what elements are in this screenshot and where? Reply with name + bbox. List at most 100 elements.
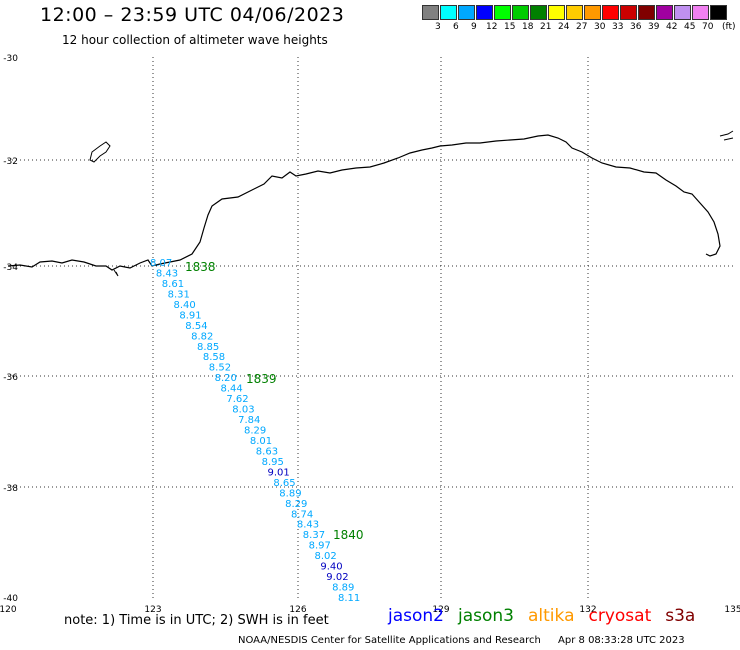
lon-label: 132 — [579, 605, 596, 615]
island-outline — [719, 130, 734, 141]
wave-height-value: 9.02 — [326, 572, 348, 583]
lat-label: -34 — [3, 263, 18, 273]
wave-height-value: 8.43 — [297, 520, 319, 531]
map-frame — [8, 57, 733, 600]
legend-swatch — [692, 5, 709, 20]
satellite-name: jason3 — [458, 606, 514, 626]
map-subtitle: 12 hour collection of altimeter wave hei… — [62, 33, 328, 47]
map-title: 12:00 – 23:59 UTC 04/06/2023 — [40, 4, 345, 26]
wave-height-value: 9.40 — [320, 562, 342, 573]
wave-height-value: 8.61 — [162, 279, 184, 290]
legend-swatch — [530, 5, 547, 20]
legend-label: 21 — [540, 22, 552, 32]
wave-height-value: 8.91 — [179, 310, 201, 321]
pass-number-label: 1838 — [185, 260, 216, 274]
legend-unit: (ft) — [722, 22, 736, 32]
legend-label: 6 — [453, 22, 459, 32]
wave-height-value: 8.11 — [338, 593, 360, 604]
lon-label: 120 — [0, 605, 17, 615]
cape-outline — [113, 269, 119, 277]
legend-swatch — [512, 5, 529, 20]
legend-swatch — [422, 5, 439, 20]
lon-label: 123 — [144, 605, 161, 615]
legend-label: 70 — [702, 22, 714, 32]
wave-height-value: 8.74 — [291, 509, 313, 520]
mainland-coast — [7, 134, 721, 271]
wave-height-value: 8.89 — [332, 583, 354, 594]
legend-label: 18 — [522, 22, 534, 32]
lon-label: 126 — [289, 605, 306, 615]
satellite-name: jason2 — [388, 606, 444, 626]
legend-label: 33 — [612, 22, 624, 32]
wave-height-value: 8.03 — [232, 405, 254, 416]
legend-swatch — [710, 5, 727, 20]
wave-height-value: 8.65 — [273, 478, 295, 489]
legend-label: 15 — [504, 22, 516, 32]
wave-height-value: 8.07 — [150, 258, 172, 269]
wave-height-value: 8.29 — [285, 499, 307, 510]
satellite-track: 8.078.438.618.318.408.918.548.828.858.58… — [150, 258, 364, 604]
wave-height-value: 8.97 — [309, 541, 331, 552]
legend-swatch — [566, 5, 583, 20]
color-legend — [422, 5, 728, 20]
wave-height-value: 8.02 — [315, 551, 337, 562]
wave-height-value: 8.37 — [303, 530, 325, 541]
legend-swatch — [548, 5, 565, 20]
legend-swatch — [440, 5, 457, 20]
lon-label: 129 — [432, 605, 449, 615]
legend-swatch — [584, 5, 601, 20]
wave-height-value: 8.82 — [191, 331, 213, 342]
legend-label: 42 — [666, 22, 678, 32]
wave-height-value: 8.44 — [221, 384, 243, 395]
coastline — [7, 130, 734, 277]
wave-height-value: 8.63 — [256, 446, 278, 457]
wave-height-value: 7.84 — [238, 415, 260, 426]
legend-label: 27 — [576, 22, 588, 32]
lat-label: -38 — [3, 484, 18, 494]
footer-credit: NOAA/NESDIS Center for Satellite Applica… — [238, 635, 685, 646]
satellite-legend: jason2 jason3 altika cryosat s3a — [388, 606, 709, 626]
legend-label: 36 — [630, 22, 642, 32]
satellite-name: altika — [528, 606, 575, 626]
wave-height-value: 8.85 — [197, 342, 219, 353]
wave-height-value: 8.29 — [244, 426, 266, 437]
wave-height-value: 8.40 — [174, 300, 196, 311]
legend-swatch — [638, 5, 655, 20]
credit-text: NOAA/NESDIS Center for Satellite Applica… — [238, 635, 541, 646]
wave-height-value: 7.62 — [226, 394, 248, 405]
lat-label: -36 — [3, 373, 18, 383]
legend-swatch — [620, 5, 637, 20]
legend-label: 24 — [558, 22, 570, 32]
legend-swatch — [458, 5, 475, 20]
legend-label: 9 — [471, 22, 477, 32]
island-outline — [89, 141, 111, 163]
legend-swatch — [602, 5, 619, 20]
lat-label: -40 — [3, 594, 18, 604]
wave-height-value: 8.31 — [168, 289, 190, 300]
legend-label: 3 — [435, 22, 441, 32]
legend-swatch — [476, 5, 493, 20]
legend-label: 30 — [594, 22, 606, 32]
footer-note: note: 1) Time is in UTC; 2) SWH is in fe… — [64, 613, 329, 628]
pass-number-label: 1839 — [246, 372, 277, 386]
wave-height-value: 8.54 — [185, 321, 207, 332]
legend-swatch — [674, 5, 691, 20]
wave-height-value: 8.52 — [209, 363, 231, 374]
wave-height-value: 8.01 — [250, 436, 272, 447]
pass-number-label: 1840 — [333, 528, 364, 542]
legend-label: 45 — [684, 22, 696, 32]
wave-height-value: 8.20 — [215, 373, 237, 384]
wave-height-value: 8.43 — [156, 269, 178, 280]
satellite-name: cryosat — [588, 606, 652, 626]
satellite-name: s3a — [665, 606, 696, 626]
generated-timestamp: Apr 8 08:33:28 UTC 2023 — [558, 635, 685, 646]
wave-height-value: 8.58 — [203, 352, 225, 363]
legend-label: 39 — [648, 22, 660, 32]
wave-height-value: 8.89 — [279, 488, 301, 499]
lat-lon-grid — [8, 57, 733, 600]
wave-height-value: 8.95 — [262, 457, 284, 468]
legend-swatch — [494, 5, 511, 20]
lat-label: -32 — [3, 157, 18, 167]
